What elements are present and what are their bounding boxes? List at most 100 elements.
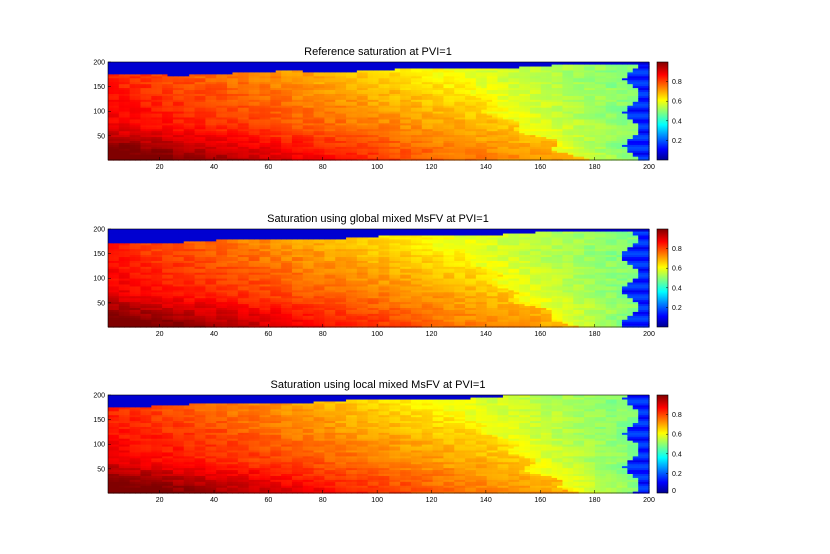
heatmap-cell [367,128,374,132]
heatmap-cell [362,105,369,108]
heatmap-cell [264,148,271,151]
heatmap-cell [227,146,234,149]
heatmap-cell [275,118,282,122]
heatmap-cell [124,118,131,122]
heatmap-cell [502,126,509,130]
heatmap-cell [481,128,488,132]
heatmap-cell [557,112,564,116]
heatmap-cell [594,62,601,65]
heatmap-cell [481,105,488,108]
heatmap-cell [551,124,558,128]
heatmap-cell [259,62,266,65]
heatmap-cell [405,126,412,130]
heatmap-cell [508,126,515,130]
heatmap-cell [394,134,401,138]
heatmap-cell [232,148,239,151]
heatmap-cell [383,128,390,132]
heatmap-cell [600,105,607,108]
heatmap-cell [367,146,374,149]
heatmap-cell [486,114,493,118]
heatmap-cell [448,105,455,108]
heatmap-cell [470,150,477,153]
heatmap-cell [351,120,358,124]
heatmap-cell [335,136,342,140]
heatmap-cell [481,150,488,153]
heatmap-cell [502,132,509,136]
heatmap-cell [621,128,628,132]
heatmap-cell [383,158,390,161]
heatmap-cell [259,144,266,147]
heatmap-cell [443,122,450,126]
heatmap-cell [470,154,477,157]
heatmap-cell [199,146,206,149]
heatmap-cell [584,109,591,112]
heatmap-cell [318,116,325,120]
heatmap-cell [465,146,472,149]
heatmap-cell [454,136,461,140]
heatmap-cell [546,136,553,140]
heatmap-cell [194,154,201,157]
heatmap-cell [248,142,255,145]
heatmap-cell [189,122,196,126]
heatmap-cell [524,103,531,106]
heatmap-cell [270,62,277,65]
heatmap-cell [194,112,201,116]
heatmap-cell [189,107,196,110]
heatmap-cell [551,107,558,110]
heatmap-cell [210,140,217,143]
heatmap-cell [189,126,196,130]
heatmap-cell [567,146,574,149]
heatmap-cell [254,109,261,112]
heatmap-cell [281,126,288,130]
heatmap-cell [318,62,325,65]
heatmap-cell [156,154,163,157]
heatmap-cell [248,116,255,120]
heatmap-cell [362,109,369,112]
heatmap-cell [600,134,607,138]
heatmap-cell [638,154,645,157]
heatmap-cell [502,150,509,153]
heatmap-cell [194,126,201,130]
heatmap-cell [578,156,585,159]
heatmap-cell [108,140,115,143]
heatmap-cell [237,122,244,126]
heatmap-cell [351,105,358,108]
heatmap-cell [286,107,293,110]
heatmap-cell [416,128,423,132]
heatmap-cell [189,118,196,122]
heatmap-cell [243,158,250,161]
heatmap-cell [264,114,271,118]
heatmap-cell [459,103,466,106]
heatmap-cell [389,107,396,110]
heatmap-cell [524,144,531,147]
heatmap-cell [118,146,125,149]
heatmap-cell [427,122,434,126]
heatmap-cell [162,142,169,145]
heatmap-cell [243,140,250,143]
heatmap-cell [524,152,531,155]
heatmap-cell [638,128,645,132]
heatmap-cell [383,148,390,151]
heatmap-cell [291,156,298,159]
heatmap-cell [140,156,147,159]
heatmap-cell [178,134,185,138]
heatmap-cell [589,120,596,124]
heatmap-cell [611,120,618,124]
heatmap-cell [405,122,412,126]
heatmap-cell [270,142,277,145]
heatmap-cell [638,140,645,143]
heatmap-cell [291,140,298,143]
heatmap-cell [221,146,228,149]
heatmap-cell [616,142,623,145]
heatmap-cell [481,114,488,118]
heatmap-cell [513,103,520,106]
heatmap-cell [291,138,298,141]
heatmap-cell [557,130,564,134]
heatmap-cell [383,152,390,155]
heatmap-cell [584,156,591,159]
heatmap-cell [264,138,271,141]
heatmap-cell [145,148,152,151]
heatmap-cell [524,126,531,130]
heatmap-cell [557,109,564,112]
heatmap-cell [492,154,499,157]
